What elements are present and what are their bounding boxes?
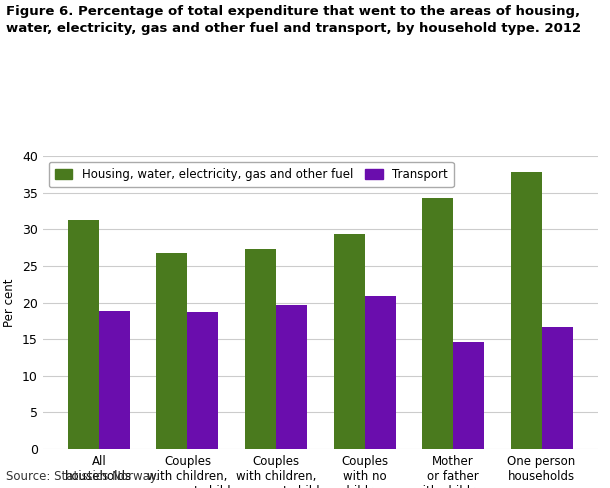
Bar xyxy=(276,305,307,449)
Text: Figure 6. Percentage of total expenditure that went to the areas of housing,: Figure 6. Percentage of total expenditur… xyxy=(6,5,580,18)
Legend: Housing, water, electricity, gas and other fuel, Transport: Housing, water, electricity, gas and oth… xyxy=(49,162,454,187)
Bar xyxy=(99,311,130,449)
Bar xyxy=(68,220,99,449)
Bar xyxy=(422,198,453,449)
Text: Source: Statistics Norway.: Source: Statistics Norway. xyxy=(6,470,159,483)
Bar xyxy=(245,249,276,449)
Bar xyxy=(156,253,187,449)
Bar xyxy=(542,327,573,449)
Bar xyxy=(511,172,542,449)
Bar xyxy=(187,312,218,449)
Bar xyxy=(365,296,395,449)
Y-axis label: Per cent: Per cent xyxy=(4,278,16,327)
Bar xyxy=(453,342,484,449)
Bar xyxy=(334,234,365,449)
Text: water, electricity, gas and other fuel and transport, by household type. 2012: water, electricity, gas and other fuel a… xyxy=(6,22,581,35)
